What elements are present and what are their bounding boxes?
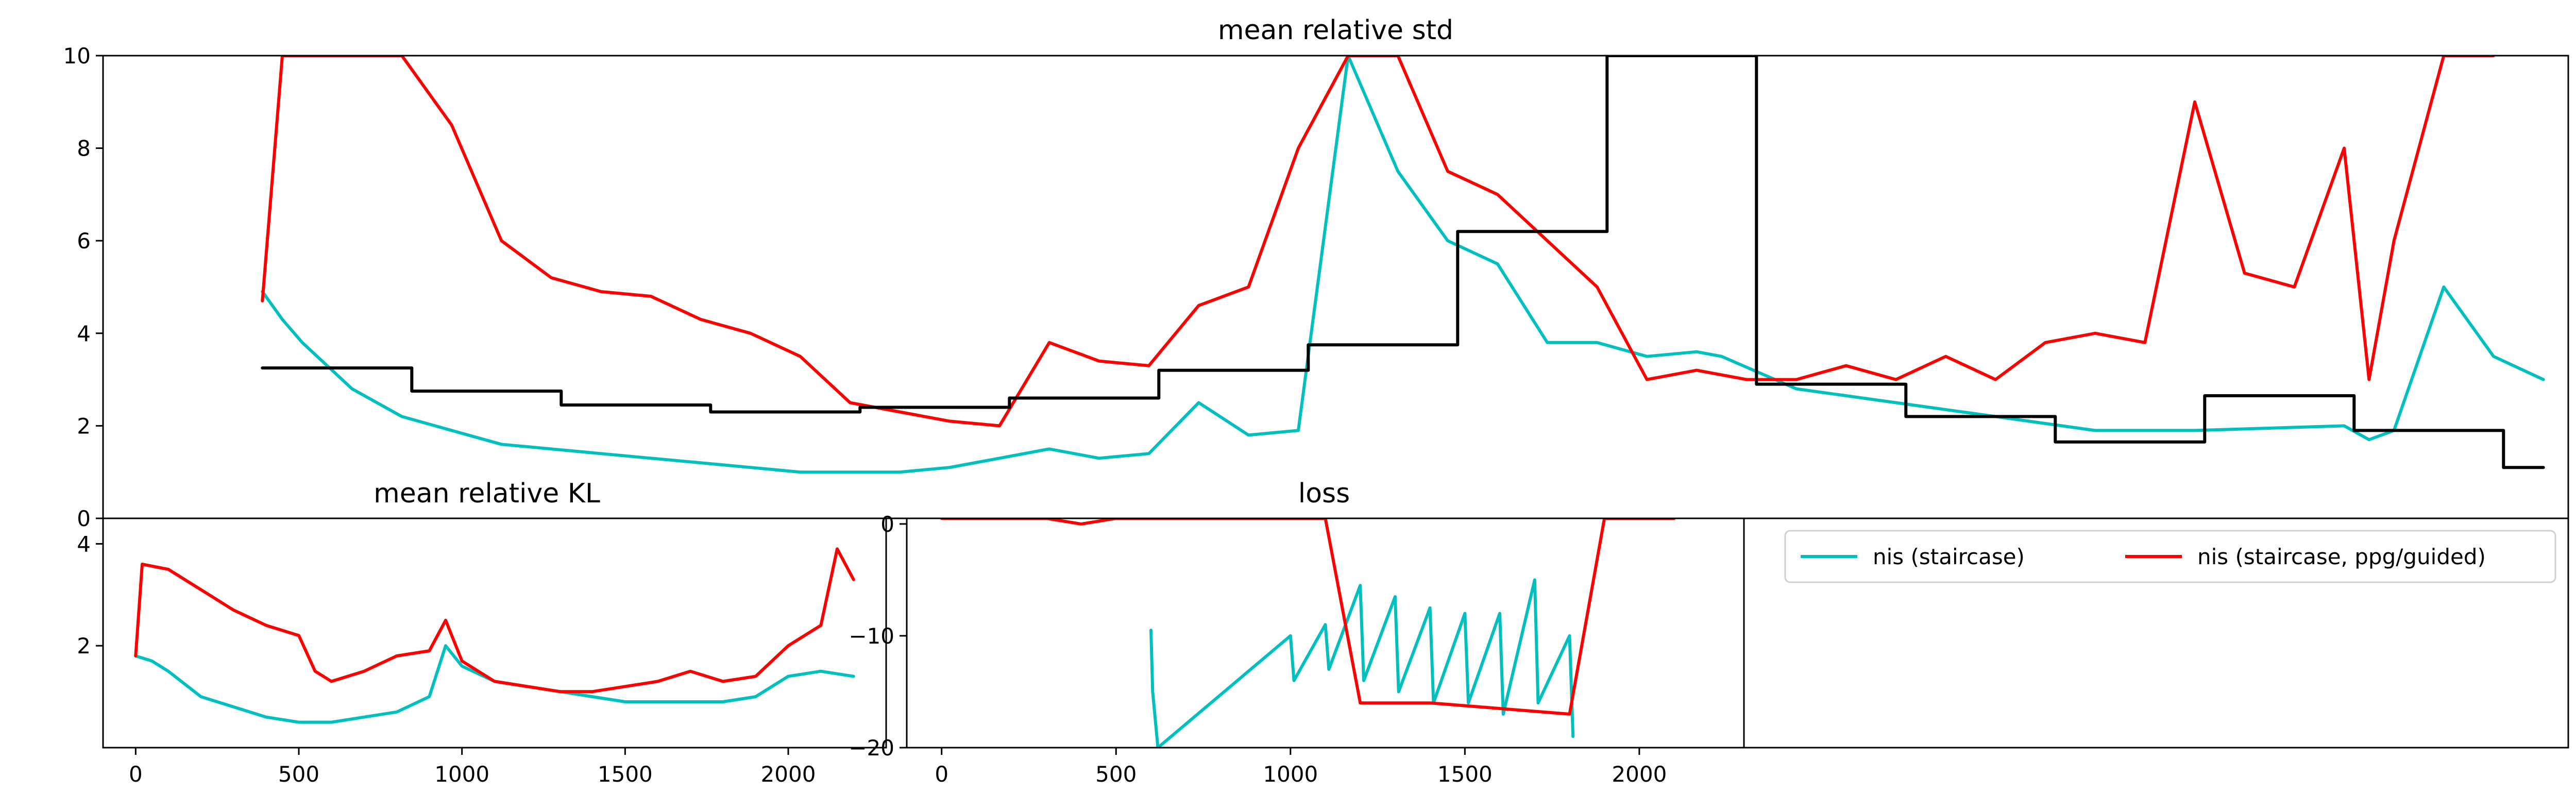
- kl-y-tick-label: 4: [77, 531, 91, 556]
- loss-x-tick-label: 1000: [1263, 762, 1318, 787]
- std-panel: mean relative std 0 2 4 6 8 10: [63, 15, 2569, 531]
- kl-x-ticks: 0 500 1000 1500 2000: [129, 748, 816, 787]
- std-y-tick-label: 6: [77, 228, 91, 254]
- std-series-group: [261, 56, 2545, 474]
- legend-panel: nis (staircase) nis (staircase, ppg/guide…: [1743, 517, 2569, 749]
- kl-x-tick-label: 0: [129, 762, 143, 787]
- std-y-tick-label: 0: [77, 506, 91, 531]
- loss-series-line-2: [940, 518, 1676, 716]
- legend-label: nis (staircase, ppg/guided): [2197, 544, 2486, 569]
- std-y-ticks: 0 2 4 6 8 10: [63, 43, 103, 531]
- kl-x-tick-label: 500: [278, 762, 319, 787]
- kl-series-line-1: [134, 644, 855, 724]
- loss-panel: loss 0 −10 −20 0 500 1000 1500 2000: [849, 478, 1745, 787]
- loss-series-line-1: [1149, 578, 1575, 748]
- loss-x-ticks: 0 500 1000 1500 2000: [935, 748, 1667, 787]
- legend-panel-frame: [1743, 517, 2569, 749]
- kl-x-tick-label: 1000: [434, 762, 489, 787]
- kl-panel: mean relative KL 24 0 500 1000 1500 2000: [77, 478, 887, 787]
- kl-series-group: [134, 547, 855, 724]
- kl-x-tick-label: 2000: [761, 762, 816, 787]
- loss-y-ticks: 0 −10 −20: [849, 512, 907, 761]
- loss-x-tick-label: 0: [935, 762, 948, 787]
- loss-y-tick-label: −10: [849, 623, 894, 649]
- loss-x-tick-label: 500: [1095, 762, 1137, 787]
- std-y-tick-label: 2: [77, 413, 91, 438]
- kl-y-ticks: 24: [77, 531, 103, 659]
- std-series-line-3: [261, 56, 2545, 469]
- loss-chart-title: loss: [1298, 478, 1350, 509]
- std-series-line-2: [261, 56, 2495, 428]
- kl-plot-frame: [102, 517, 887, 749]
- loss-y-tick-label: 0: [880, 512, 894, 537]
- loss-x-tick-label: 2000: [1612, 762, 1667, 787]
- legend-label: nis (staircase): [1873, 544, 2025, 569]
- kl-x-tick-label: 1500: [598, 762, 653, 787]
- loss-x-tick-label: 1500: [1437, 762, 1493, 787]
- kl-series-line-2: [134, 547, 855, 694]
- loss-series-group: [940, 518, 1676, 748]
- std-chart-title: mean relative std: [1218, 15, 1453, 46]
- legend: nis (staircase) nis (staircase, ppg/guide…: [1784, 530, 2556, 583]
- loss-y-tick-label: −20: [849, 735, 894, 761]
- kl-y-tick-label: 2: [77, 633, 91, 659]
- std-y-tick-label: 10: [63, 43, 91, 69]
- std-series-line-1: [261, 56, 2545, 474]
- kl-chart-title: mean relative KL: [374, 478, 600, 509]
- std-y-tick-label: 4: [77, 321, 91, 346]
- std-y-tick-label: 8: [77, 136, 91, 161]
